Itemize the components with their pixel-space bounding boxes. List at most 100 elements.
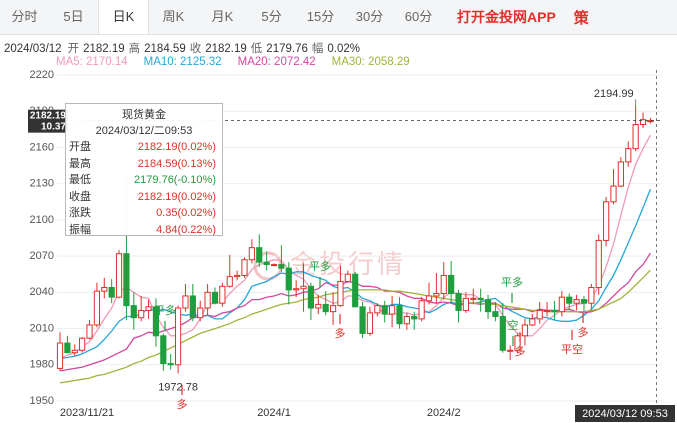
candle-body — [484, 299, 492, 313]
y-tick-label: 2220 — [30, 69, 54, 81]
tooltip-label: 涨跌 — [69, 207, 91, 219]
cursor-price-box — [28, 109, 68, 133]
legend-entry: MA5: 2170.14 — [56, 56, 128, 68]
candle-body — [263, 261, 270, 266]
candle-body — [536, 309, 543, 320]
info-value: 2184.59 — [144, 43, 186, 55]
candle-body — [381, 305, 388, 315]
candle-body — [551, 309, 558, 313]
candle-body — [588, 287, 595, 304]
candle-body — [167, 363, 174, 366]
tooltip-row: 最低 2179.76(-0.10%) — [66, 172, 222, 189]
candle-body — [403, 315, 410, 325]
info-label: 收 — [189, 43, 202, 55]
candle-body — [160, 335, 167, 365]
tooltip-row: 开盘 2182.19(0.02%) — [66, 139, 222, 156]
candle-body — [595, 239, 602, 289]
candle-body — [204, 291, 211, 309]
tooltip-value: 0.35(0.02%) — [156, 207, 216, 219]
app-promo[interactable]: 打开金投网APP — [457, 9, 556, 25]
signal-label: 多 — [515, 344, 526, 358]
tooltip-value: 4.84(0.22%) — [156, 223, 216, 236]
candle-body — [514, 335, 521, 351]
y-tick-label: 1950 — [30, 395, 54, 407]
info-label: 高 — [128, 43, 141, 55]
candle-body — [130, 305, 137, 319]
strategy-button[interactable]: 策 — [573, 9, 589, 27]
candle-body — [93, 290, 101, 326]
period-tab[interactable]: 60分 — [404, 9, 433, 24]
tooltip-label: 最低 — [69, 174, 91, 186]
candle-body — [278, 264, 285, 269]
period-tab[interactable]: 5日 — [63, 9, 84, 24]
candle-body — [529, 318, 536, 326]
candle-body — [573, 299, 580, 304]
cursor-price: 2182.19 — [30, 110, 67, 121]
candle-body — [543, 309, 551, 312]
candle-body — [226, 276, 233, 287]
candle-body — [521, 324, 529, 337]
period-tab[interactable]: 30分 — [355, 9, 384, 24]
candle-body — [322, 303, 329, 313]
candle-body — [359, 306, 366, 334]
signal-label: 空 — [508, 318, 519, 332]
info-value: 2179.76 — [266, 43, 308, 55]
candle-body — [499, 315, 506, 351]
candle-body — [440, 274, 447, 295]
candle-body — [189, 295, 196, 319]
info-date: 2024/03/12 — [4, 43, 62, 55]
period-tab[interactable]: 日K — [98, 0, 149, 34]
tooltip-time: 2024/03/12/二09:53 — [95, 125, 193, 137]
tooltip-label: 振幅 — [69, 223, 91, 236]
candle-body — [248, 247, 255, 261]
signal-label: 平空 — [561, 342, 583, 356]
period-tab[interactable]: 15分 — [306, 9, 335, 24]
candle-body — [617, 161, 624, 187]
tooltip-label: 收盘 — [69, 190, 91, 203]
candle-body — [389, 305, 396, 315]
signal-label: 多 — [335, 326, 346, 340]
candle-body — [625, 148, 632, 163]
candle-body — [108, 287, 115, 298]
candle-body — [241, 259, 248, 276]
tooltip-label: 最高 — [69, 157, 91, 170]
info-value: 0.02% — [327, 43, 360, 55]
candle-body — [123, 253, 130, 307]
period-tab[interactable]: 分时 — [11, 9, 38, 24]
tooltip-label: 开盘 — [69, 141, 91, 153]
candle-body — [418, 300, 425, 320]
candle-body — [366, 312, 374, 334]
y-tick-label: 2130 — [30, 178, 54, 190]
tooltip-value: 2182.19(0.02%) — [137, 141, 216, 153]
signal-label: 平多 — [309, 259, 331, 273]
candle-body — [558, 296, 565, 313]
tooltip-row: 振幅 4.84(0.22%) — [66, 222, 222, 239]
legend-entry: MA10: 2125.32 — [143, 56, 222, 68]
signal-label: 多 — [177, 397, 188, 411]
candle-body — [234, 274, 241, 278]
candle-body — [396, 305, 403, 325]
period-tab[interactable]: 月K — [211, 9, 234, 24]
candle-body — [56, 342, 64, 369]
signal-label: 多 — [578, 325, 589, 339]
high-label: 2194.99 — [594, 88, 634, 100]
candle-body — [470, 297, 477, 300]
candle-body — [433, 293, 440, 297]
tooltip-row: 收盘 2182.19(0.02%) — [66, 189, 222, 206]
candle-body — [610, 185, 617, 203]
candle-body — [337, 280, 344, 307]
candle-body — [647, 120, 654, 123]
signal-label: 平多 — [154, 303, 176, 317]
candle-body — [374, 305, 381, 314]
low-label: 1972.78 — [158, 381, 198, 393]
x-tick-label: 2024/1 — [257, 407, 291, 419]
x-tick-label: 2023/11/21 — [60, 407, 114, 419]
candle-body — [211, 291, 219, 304]
period-tab[interactable]: 周K — [162, 9, 185, 24]
candle-body — [307, 285, 315, 309]
tooltip-title: 现货黄金 — [122, 109, 166, 121]
period-tab[interactable]: 5分 — [261, 9, 282, 24]
candle-body — [293, 288, 300, 291]
candle-body — [455, 293, 462, 311]
